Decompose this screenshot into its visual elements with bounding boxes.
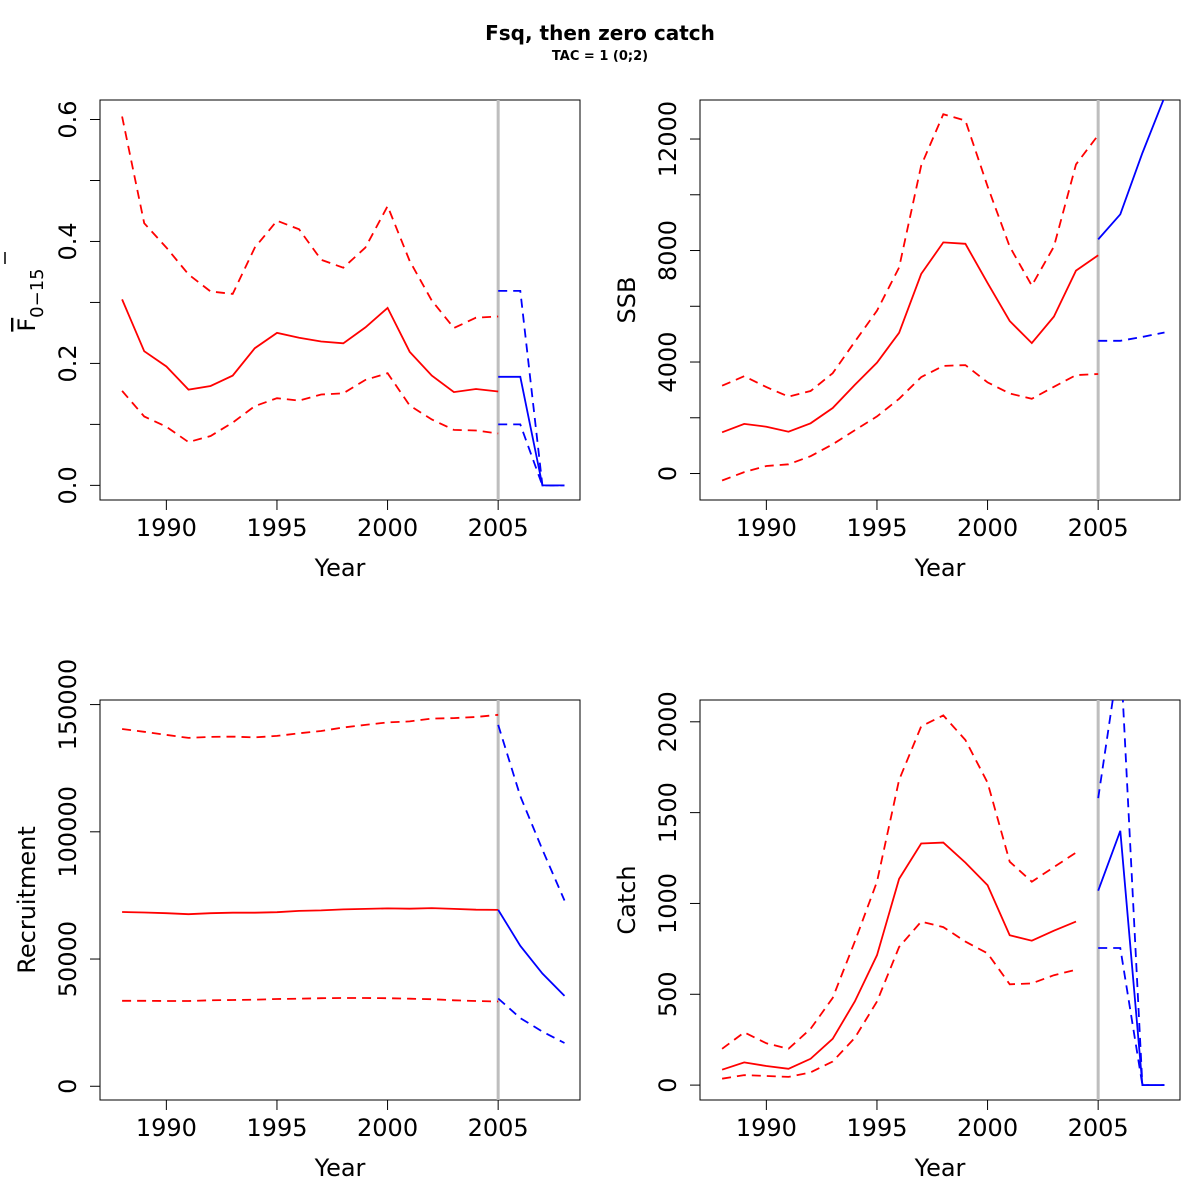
catch-series-projection-upper [1097, 700, 1165, 1086]
catch-x-tick-label: 1990 [736, 1114, 797, 1142]
catch-series-historic-lower [721, 920, 1077, 1080]
recruitment-y-tick-label: 0 [54, 1079, 82, 1094]
recruitment-series-projection-upper [497, 724, 566, 901]
ssb-plot-frame [699, 99, 1181, 501]
fbar-series-projection-upper [498, 289, 565, 487]
recruitment-y-tick-label: 50000 [54, 921, 82, 997]
ssb-y-axis-label: SSB [613, 277, 641, 324]
fbar-y-axis-label-subscript: 0−15 [27, 268, 48, 317]
panel-fbar: 1990 1995 2000 2005 0.0 0.2 0.4 0.6 Year F0−15 [4, 99, 581, 582]
catch-y-tick-label: 0 [654, 1077, 682, 1092]
fbar-series-projection-lower [498, 423, 565, 487]
fbar-plot-frame [99, 99, 581, 501]
catch-y-tick-label: 500 [654, 971, 682, 1017]
ssb-series-projection-median [1097, 100, 1165, 240]
ssb-series-group [721, 100, 1165, 482]
fbar-y-tick-label: 0.6 [54, 100, 82, 138]
recruitment-x-tick-label: 1990 [136, 1114, 197, 1142]
ssb-series-historic-lower [721, 364, 1099, 482]
ssb-y-tick-label: 8000 [654, 220, 682, 281]
fbar-x-tick-label: 1995 [246, 514, 307, 542]
ssb-series-historic-median [721, 241, 1099, 434]
fbar-y-tick-label: 0.0 [54, 466, 82, 504]
ssb-y-tick-label: 12000 [654, 101, 682, 177]
recruitment-series-historic-upper [121, 713, 499, 739]
recruitment-x-tick-label: 1995 [246, 1114, 307, 1142]
fbar-x-tick-label: 1990 [136, 514, 197, 542]
figure-title: Fsq, then zero catch [485, 21, 715, 45]
catch-x-tick-label: 2005 [1068, 1114, 1129, 1142]
ssb-series-historic-upper [721, 113, 1099, 398]
fbar-x-tick-label: 2005 [468, 514, 529, 542]
ssb-series-projection-lower [1098, 331, 1165, 342]
fbar-series-historic-median [121, 299, 499, 394]
recruitment-series-historic-median [122, 907, 499, 916]
fbar-series-group [121, 116, 565, 487]
fbar-series-historic-upper [121, 116, 499, 330]
panel-catch: 1990 1995 2000 2005 0 500 1000 1500 2000 Year Catc… [613, 691, 1181, 1182]
recruitment-y-axis-label: Recruitment [13, 826, 41, 973]
recruitment-series-group [121, 713, 566, 1044]
recruitment-series-projection-lower [497, 997, 565, 1044]
fbar-x-axis-label: Year [314, 554, 366, 582]
catch-y-tick-label: 1500 [654, 782, 682, 843]
fbar-y-axis-label-main: F [13, 318, 41, 332]
recruitment-x-tick-label: 2005 [468, 1114, 529, 1142]
fbar-series-historic-lower [121, 372, 499, 444]
catch-x-tick-label: 2000 [957, 1114, 1018, 1142]
recruitment-y-tick-label: 150000 [54, 659, 82, 751]
ssb-x-axis-label: Year [914, 554, 966, 582]
catch-series-projection-lower [1098, 947, 1165, 1086]
fbar-x-tick-label: 2000 [357, 514, 418, 542]
ssb-x-tick-label: 2005 [1068, 514, 1129, 542]
fbar-y-tick-label: 0.2 [54, 344, 82, 382]
catch-series-projection-median [1097, 830, 1165, 1086]
ssb-x-tick-label: 1995 [846, 514, 907, 542]
ssb-x-tick-label: 2000 [957, 514, 1018, 542]
panel-ssb: 1990 1995 2000 2005 0 4000 8000 12000 Year SSB [613, 99, 1181, 582]
catch-series-group [721, 700, 1165, 1086]
catch-y-tick-label: 1000 [654, 873, 682, 934]
catch-x-axis-label: Year [914, 1154, 966, 1182]
fbar-y-axis-label: F0−15 [13, 268, 48, 331]
catch-x-tick-label: 1995 [846, 1114, 907, 1142]
ssb-y-tick-label: 0 [654, 466, 682, 481]
fbar-y-tick-label: 0.4 [54, 222, 82, 260]
panel-recruitment: 1990 1995 2000 2005 0 50000 100000 150000 Year Re… [13, 659, 581, 1182]
recruitment-series-projection-median [497, 909, 566, 997]
ssb-y-tick-label: 4000 [654, 331, 682, 392]
recruitment-x-axis-label: Year [314, 1154, 366, 1182]
figure-subtitle: TAC = 1 (0;2) [552, 49, 648, 64]
catch-series-historic-median [721, 841, 1077, 1071]
recruitment-series-historic-lower [122, 997, 499, 1003]
catch-y-tick-label: 2000 [654, 691, 682, 752]
catch-series-historic-upper [721, 714, 1077, 1050]
recruitment-x-tick-label: 2000 [357, 1114, 418, 1142]
recruitment-y-tick-label: 100000 [54, 786, 82, 878]
catch-plot-frame [699, 699, 1181, 1101]
ssb-x-tick-label: 1990 [736, 514, 797, 542]
catch-y-axis-label: Catch [613, 865, 641, 934]
recruitment-plot-frame [99, 699, 581, 1101]
